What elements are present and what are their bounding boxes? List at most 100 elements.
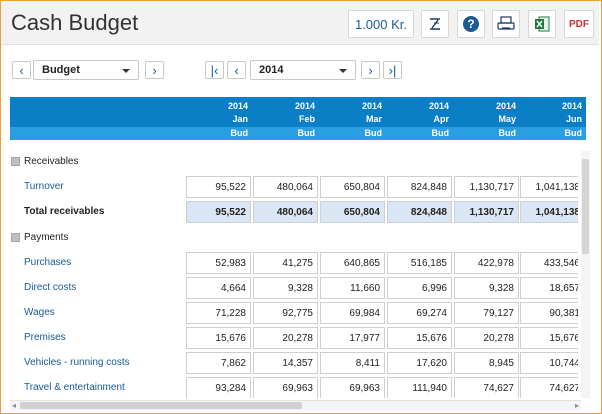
budget-grid: Receivables Turnover 95,522 480,064 650,804 8…: [10, 151, 578, 398]
value-cell[interactable]: 95,522: [186, 176, 251, 198]
row-label[interactable]: Vehicles - running costs: [24, 357, 130, 368]
value-cell[interactable]: 8,411: [320, 352, 385, 374]
value-cell[interactable]: 79,127: [454, 302, 519, 324]
horizontal-scrollbar[interactable]: ◂ ▸: [10, 400, 581, 410]
value-cell[interactable]: 90,381: [520, 302, 578, 324]
column-header-year: 2014: [227, 101, 248, 111]
row-label[interactable]: Wages: [24, 307, 55, 318]
value-cell[interactable]: 433,546: [520, 252, 578, 274]
scenario-prev-button[interactable]: ‹: [12, 61, 31, 79]
collapse-toggle-icon[interactable]: [11, 233, 20, 242]
vertical-scrollbar[interactable]: [581, 151, 590, 398]
column-header-type: Bud: [564, 128, 583, 138]
scenario-next-button[interactable]: ›: [145, 61, 164, 79]
table-row: Premises 15,676 20,278 17,977 15,676 20,278 15…: [10, 327, 578, 349]
excel-export-button[interactable]: [528, 10, 556, 38]
column-header-cell: 2014 May Bud: [454, 97, 520, 140]
value-cell[interactable]: 15,676: [520, 327, 578, 349]
value-cell[interactable]: 20,278: [454, 327, 519, 349]
value-cell[interactable]: 1,130,717: [454, 176, 519, 198]
row-label[interactable]: Turnover: [24, 181, 64, 192]
value-cell[interactable]: 480,064: [253, 201, 318, 223]
value-cell[interactable]: 17,620: [387, 352, 452, 374]
row-label[interactable]: Purchases: [24, 257, 72, 268]
scroll-left-icon[interactable]: ◂: [12, 401, 17, 410]
value-cell[interactable]: 69,984: [320, 302, 385, 324]
value-cell[interactable]: 93,284: [186, 377, 251, 398]
value-cell[interactable]: 480,064: [253, 176, 318, 198]
help-button[interactable]: ?: [457, 10, 485, 38]
row-label[interactable]: Direct costs: [24, 282, 77, 293]
value-cell[interactable]: 7,862: [186, 352, 251, 374]
scenario-select[interactable]: Budget: [33, 60, 139, 80]
excel-icon: [535, 16, 550, 32]
total-row: Total receivables 95,522 480,064 650,804 824…: [10, 201, 578, 223]
pdf-icon: PDF: [569, 18, 589, 30]
formula-button[interactable]: [421, 10, 449, 38]
title-bar: Cash Budget 1.000 Kr. ? PDF: [1, 1, 599, 45]
help-icon: ?: [463, 16, 479, 32]
value-cell[interactable]: 4,664: [186, 277, 251, 299]
value-cell[interactable]: 516,185: [387, 252, 452, 274]
value-cell[interactable]: 69,963: [320, 377, 385, 398]
row-label: Payments: [24, 232, 69, 243]
horizontal-scrollbar-thumb[interactable]: [20, 402, 302, 409]
value-cell[interactable]: 71,228: [186, 302, 251, 324]
column-header-year: 2014: [361, 101, 382, 111]
column-header-month: Feb: [298, 114, 315, 124]
value-cell[interactable]: 52,983: [186, 252, 251, 274]
year-last-button[interactable]: ›|: [383, 61, 402, 79]
value-cell[interactable]: 824,848: [387, 176, 452, 198]
year-next-button[interactable]: ›: [361, 61, 380, 79]
value-cell[interactable]: 11,660: [320, 277, 385, 299]
column-header-month: Apr: [433, 114, 450, 124]
formula-icon: [430, 18, 440, 30]
vertical-scrollbar-thumb[interactable]: [582, 159, 589, 254]
column-header-year: 2014: [294, 101, 315, 111]
row-label[interactable]: Travel & entertainment: [24, 382, 125, 393]
value-cell[interactable]: 20,278: [253, 327, 318, 349]
value-cell[interactable]: 650,804: [320, 176, 385, 198]
value-cell[interactable]: 650,804: [320, 201, 385, 223]
year-select[interactable]: 2014: [250, 60, 356, 80]
value-cell[interactable]: 74,627: [454, 377, 519, 398]
value-cell[interactable]: 92,775: [253, 302, 318, 324]
column-header-type: Bud: [498, 128, 517, 138]
value-cell[interactable]: 15,676: [387, 327, 452, 349]
value-cell[interactable]: 10,744: [520, 352, 578, 374]
collapse-toggle-icon[interactable]: [11, 157, 20, 166]
value-cell[interactable]: 69,963: [253, 377, 318, 398]
value-cell[interactable]: 9,328: [253, 277, 318, 299]
table-row: Vehicles - running costs 7,862 14,357 8,411…: [10, 352, 578, 374]
column-header-cell: 2014 Jun Bud: [520, 97, 586, 140]
value-cell[interactable]: 69,274: [387, 302, 452, 324]
value-cell[interactable]: 1,041,138: [520, 176, 578, 198]
year-first-button[interactable]: |‹: [205, 61, 224, 79]
value-cell[interactable]: 41,275: [253, 252, 318, 274]
value-cell[interactable]: 1,130,717: [454, 201, 519, 223]
scroll-right-icon[interactable]: ▸: [574, 401, 579, 410]
row-label[interactable]: Premises: [24, 332, 66, 343]
year-prev-button[interactable]: ‹: [227, 61, 246, 79]
value-cell[interactable]: 18,657: [520, 277, 578, 299]
value-cell[interactable]: 111,940: [387, 377, 452, 398]
value-cell[interactable]: 1,041,138: [520, 201, 578, 223]
value-cell[interactable]: 17,977: [320, 327, 385, 349]
value-cell[interactable]: 422,978: [454, 252, 519, 274]
page-title: Cash Budget: [11, 10, 139, 35]
value-cell[interactable]: 14,357: [253, 352, 318, 374]
value-cell[interactable]: 6,996: [387, 277, 452, 299]
column-header-cell: 2014 Apr Bud: [387, 97, 453, 140]
value-cell[interactable]: 8,945: [454, 352, 519, 374]
value-cell[interactable]: 640,865: [320, 252, 385, 274]
column-header-year: 2014: [495, 101, 516, 111]
value-cell[interactable]: 9,328: [454, 277, 519, 299]
value-cell[interactable]: 74,627: [520, 377, 578, 398]
value-cell[interactable]: 15,676: [186, 327, 251, 349]
value-cell[interactable]: 824,848: [387, 201, 452, 223]
table-row: Travel & entertainment 93,284 69,963 69,963…: [10, 377, 578, 398]
value-cell[interactable]: 95,522: [186, 201, 251, 223]
print-button[interactable]: [492, 10, 520, 38]
pdf-export-button[interactable]: PDF: [564, 10, 594, 38]
amount-unit-button[interactable]: 1.000 Kr.: [348, 10, 414, 38]
